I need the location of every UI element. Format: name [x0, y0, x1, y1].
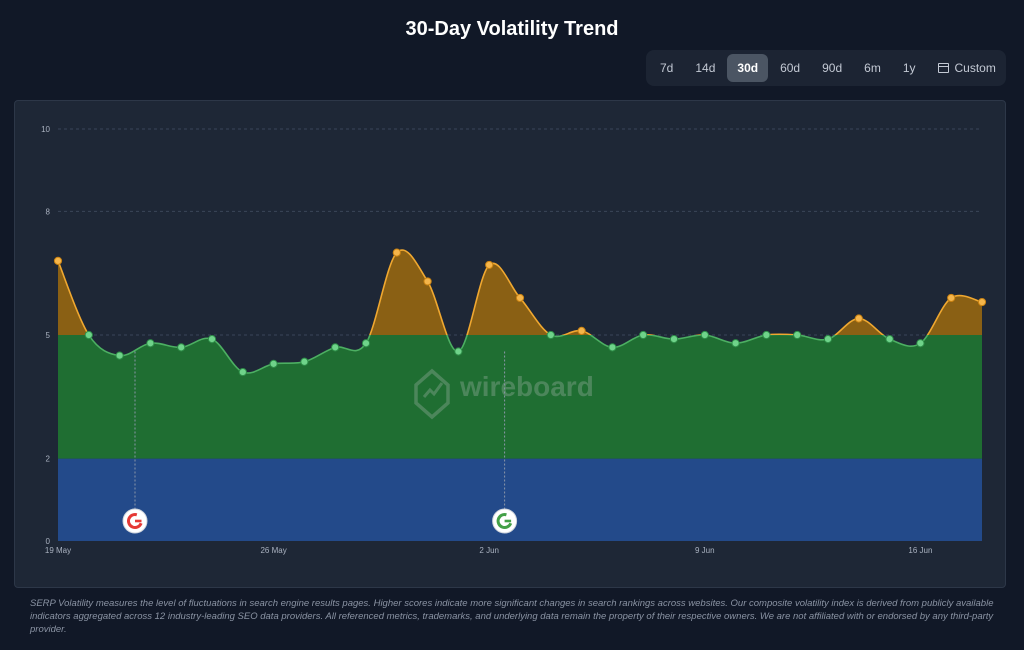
x-tick-label: 26 May: [260, 546, 286, 555]
data-point: [947, 293, 956, 303]
wireboard-logo-icon: [414, 368, 450, 420]
data-point: [916, 339, 925, 348]
data-point: [793, 330, 802, 340]
range-label: 90d: [822, 61, 843, 75]
x-tick-label: 9 Jun: [695, 546, 715, 555]
x-tick-label: 16 Jun: [908, 546, 932, 555]
y-tick-label: 8: [46, 207, 51, 216]
band-0-2: [58, 458, 982, 541]
data-point: [331, 343, 340, 352]
x-tick-label: 19 May: [45, 546, 71, 555]
data-point: [207, 335, 217, 344]
data-point: [146, 339, 155, 348]
data-point: [639, 330, 648, 340]
range-label: 60d: [780, 61, 801, 75]
data-point: [485, 260, 494, 270]
y-tick-label: 2: [46, 455, 51, 464]
data-point: [115, 351, 124, 360]
data-point: [854, 314, 863, 323]
annotation-positive: [492, 351, 518, 534]
data-point: [885, 335, 894, 344]
data-point: [53, 256, 63, 265]
data-point: [361, 339, 371, 348]
range-label: 7d: [660, 61, 674, 75]
wireboard-logo-mark: [422, 382, 444, 398]
range-custom-button[interactable]: Custom: [928, 54, 1006, 82]
data-point: [269, 359, 278, 368]
data-point: [977, 297, 987, 307]
data-point: [577, 326, 586, 335]
range-1y-button[interactable]: 1y: [893, 54, 926, 82]
annotation-negative: [122, 351, 148, 534]
data-point: [608, 343, 617, 352]
range-90d-button[interactable]: 90d: [812, 54, 852, 82]
data-point: [84, 330, 93, 340]
page-title: 30-Day Volatility Trend: [405, 18, 619, 40]
range-label: 1y: [902, 61, 916, 75]
y-tick-label: 10: [41, 125, 50, 134]
range-label: 30d: [737, 61, 759, 75]
watermark-text: wireboard: [459, 371, 594, 402]
data-point: [454, 347, 463, 356]
range-label: 6m: [864, 61, 881, 75]
volatility-chart: wireboard 0 2 5 8 10 19 May 26 May 2 Jun 9 Jun 16 …: [41, 125, 987, 555]
footnote: SERP Volatility measures the level of fl…: [30, 598, 994, 635]
x-tick-label: 2 Jun: [479, 546, 499, 555]
band-2-5: [58, 335, 982, 459]
calendar-icon: [937, 63, 949, 73]
data-point: [300, 357, 309, 366]
range-60d-button[interactable]: 60d: [770, 54, 810, 82]
data-point: [392, 248, 401, 257]
data-point: [177, 343, 186, 352]
data-point: [731, 339, 740, 348]
data-point: [823, 335, 833, 344]
google-icon: [127, 513, 143, 529]
range-label: Custom: [954, 61, 996, 75]
y-tick-label: 0: [46, 537, 51, 546]
watermark-logo: wireboard: [414, 368, 594, 420]
range-selector: 7d 14d 30d 60d 90d 6m 1y Custom: [646, 50, 1006, 86]
google-badge: [492, 508, 518, 534]
range-14d-button[interactable]: 14d: [685, 54, 725, 82]
data-point: [238, 367, 247, 377]
data-point: [669, 335, 679, 344]
range-6m-button[interactable]: 6m: [854, 54, 891, 82]
range-7d-button[interactable]: 7d: [650, 54, 683, 82]
band-5-10: [58, 250, 982, 335]
data-point: [546, 330, 555, 340]
range-30d-button[interactable]: 30d: [727, 54, 769, 82]
data-point: [700, 330, 709, 340]
y-tick-label: 5: [46, 331, 51, 340]
data-point: [423, 277, 432, 286]
data-point: [762, 330, 771, 340]
series-line-high: [57, 249, 983, 335]
data-point: [515, 293, 525, 303]
range-label: 14d: [695, 61, 716, 75]
google-icon: [496, 513, 513, 529]
